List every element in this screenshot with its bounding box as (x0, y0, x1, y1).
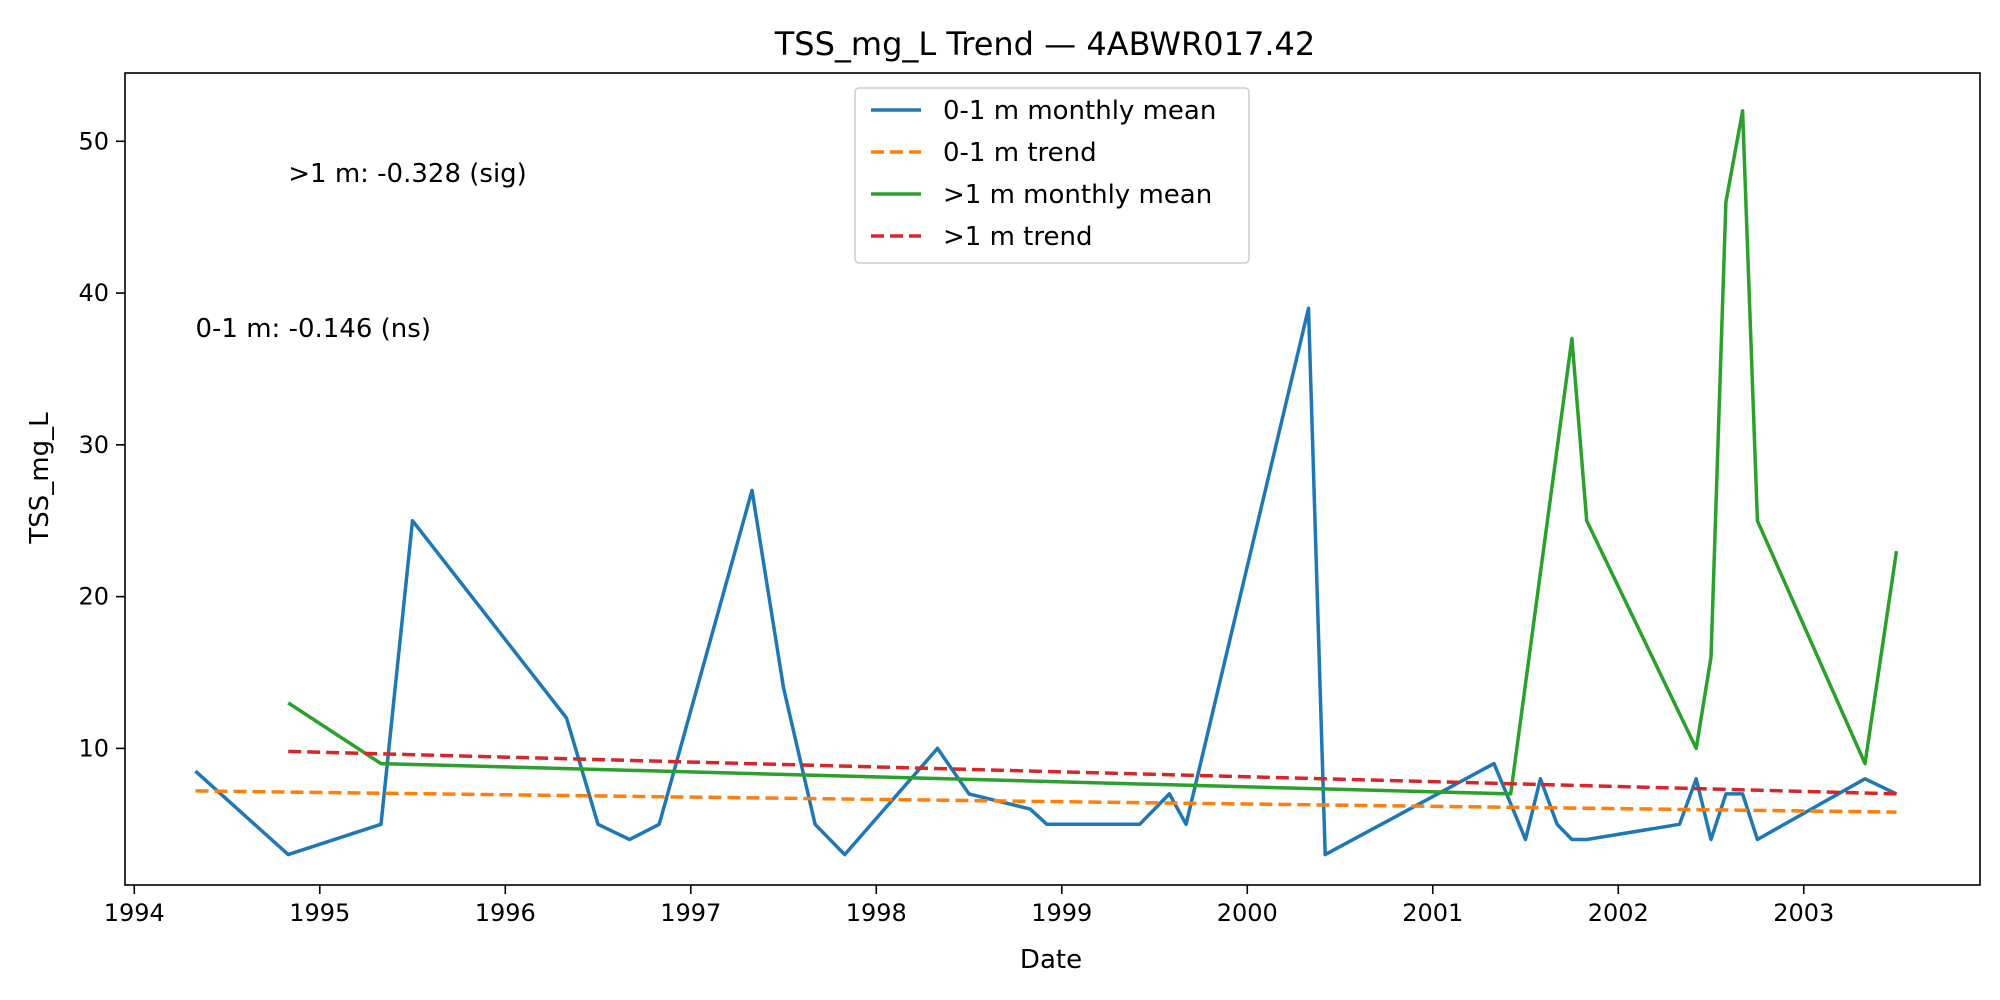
chart-title: TSS_mg_L Trend — 4ABWR017.42 (774, 25, 1315, 63)
x-axis-label: Date (1020, 945, 1082, 975)
x-tick-label-1998: 1998 (846, 899, 907, 927)
x-tick-label-1996: 1996 (475, 899, 536, 927)
x-tick-label-2001: 2001 (1402, 899, 1463, 927)
legend-label-1: 0-1 m trend (943, 138, 1097, 168)
legend-label-0: 0-1 m monthly mean (943, 96, 1216, 126)
y-tick-label-20: 20 (78, 583, 109, 611)
annotation-0: >1 m: -0.328 (sig) (288, 159, 527, 189)
y-tick-label-50: 50 (78, 127, 109, 155)
legend-label-3: >1 m trend (943, 222, 1092, 252)
y-axis-label: TSS_mg_L (25, 412, 55, 545)
legend-label-2: >1 m monthly mean (943, 180, 1212, 210)
x-tick-label-2003: 2003 (1773, 899, 1834, 927)
legend: 0-1 m monthly mean 0-1 m trend >1 m monthl… (854, 87, 1250, 264)
annotation-1: 0-1 m: -0.146 (ns) (195, 314, 430, 344)
y-tick-label-10: 10 (78, 734, 109, 762)
series-line-2 (287, 109, 1899, 796)
x-tick-label-1995: 1995 (289, 899, 350, 927)
plot-frame (124, 72, 1981, 886)
x-tick-label-1997: 1997 (660, 899, 721, 927)
x-tick-label-1994: 1994 (104, 899, 165, 927)
x-tick-label-1999: 1999 (1031, 899, 1092, 927)
legend-box (854, 87, 1250, 264)
series-line-3 (288, 749, 1897, 796)
series-line-1 (195, 789, 1897, 814)
y-tick-label-30: 30 (78, 431, 109, 459)
x-tick-label-2000: 2000 (1217, 899, 1278, 927)
x-tick-label-2002: 2002 (1588, 899, 1649, 927)
plot-area: 1994 1995 1996 1997 1998 1999 2000 2001 2002 2003… (78, 72, 1981, 927)
series-line-0 (194, 306, 1898, 857)
y-tick-label-40: 40 (78, 279, 109, 307)
